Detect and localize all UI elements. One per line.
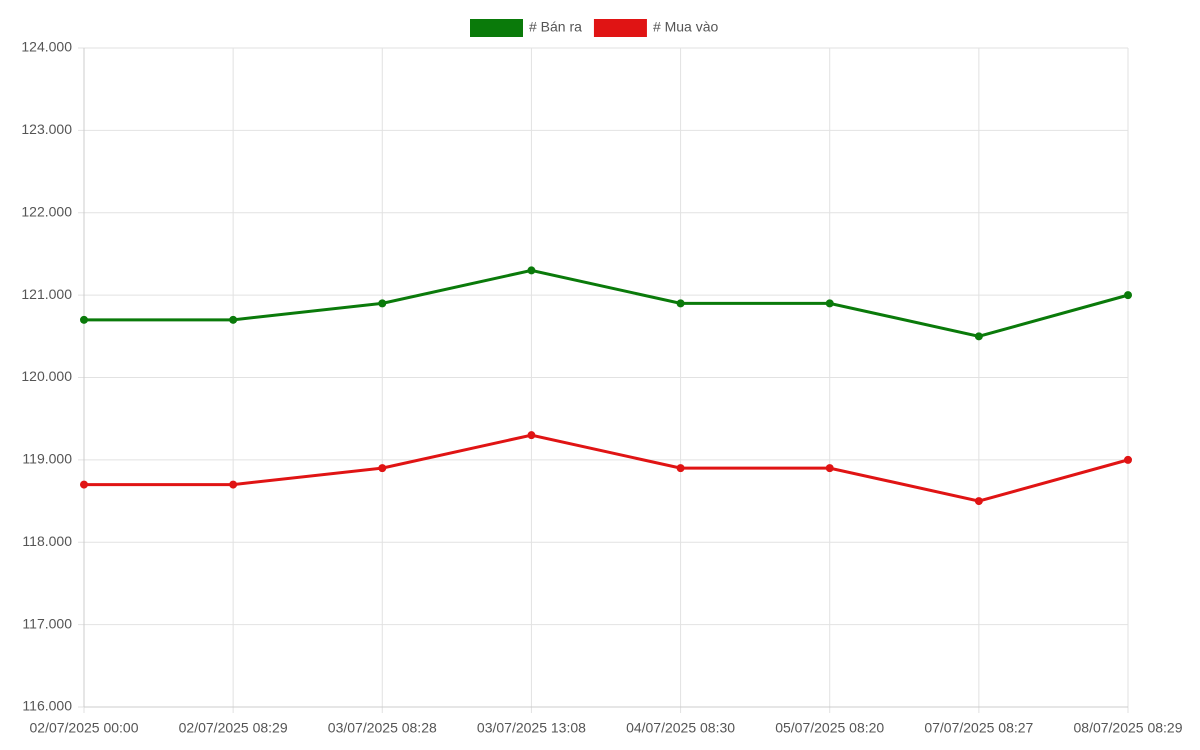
legend-label: # Bán ra (529, 19, 582, 35)
x-tick-label: 05/07/2025 08:20 (775, 720, 884, 736)
x-tick-label: 03/07/2025 08:28 (328, 720, 437, 736)
series-line (84, 433, 1129, 503)
x-tick-label: 08/07/2025 08:29 (1074, 720, 1183, 736)
data-point (229, 480, 238, 489)
data-point (974, 497, 983, 506)
legend-swatch (593, 19, 647, 37)
data-point (527, 266, 536, 275)
y-tick-label: 116.000 (22, 698, 72, 714)
data-point (676, 299, 685, 308)
x-tick-label: 02/07/2025 08:29 (179, 720, 288, 736)
series-line (84, 268, 1129, 338)
y-tick-label: 122.000 (21, 203, 72, 219)
y-tick-label: 120.000 (21, 368, 72, 384)
x-tick-label: 07/07/2025 08:27 (924, 720, 1033, 736)
data-point (1124, 455, 1132, 464)
x-tick-label: 03/07/2025 13:08 (477, 720, 586, 736)
y-tick-label: 123.000 (21, 121, 72, 137)
data-point (378, 299, 387, 308)
data-point (378, 464, 387, 473)
legend-label: # Mua vào (653, 19, 719, 35)
data-point (80, 315, 88, 324)
y-tick-label: 124.000 (21, 39, 72, 55)
data-point (229, 315, 238, 324)
x-tick-label: 04/07/2025 08:30 (626, 720, 735, 736)
y-tick-label: 118.000 (22, 533, 72, 549)
data-point (825, 464, 834, 473)
legend-swatch (470, 19, 523, 37)
data-point (80, 480, 88, 489)
y-tick-label: 117.000 (22, 615, 72, 631)
data-point (676, 464, 685, 473)
x-tick-label: 02/07/2025 00:00 (30, 720, 139, 736)
data-point (974, 332, 983, 341)
y-tick-label: 121.000 (21, 286, 72, 302)
data-point (825, 299, 834, 308)
data-point (527, 431, 536, 440)
data-point (1124, 291, 1132, 300)
y-tick-label: 119.000 (22, 451, 72, 467)
